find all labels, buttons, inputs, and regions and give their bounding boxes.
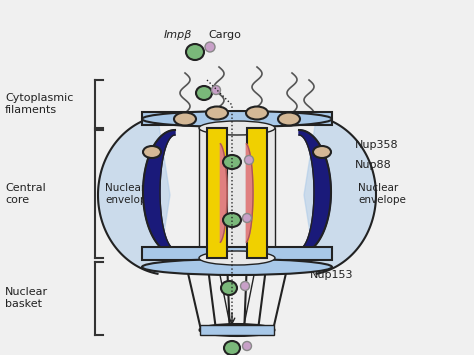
Ellipse shape [221, 281, 237, 295]
Ellipse shape [240, 282, 249, 290]
Ellipse shape [313, 146, 331, 158]
Ellipse shape [278, 113, 300, 126]
Text: Cytoplasmic
filaments: Cytoplasmic filaments [5, 93, 73, 115]
Bar [142, 247, 332, 260]
Text: Nup153: Nup153 [310, 270, 354, 280]
Polygon shape [143, 130, 175, 254]
Bar [247, 128, 267, 258]
Text: Nup358: Nup358 [355, 140, 399, 150]
Text: Nuclear
envelope: Nuclear envelope [358, 183, 406, 205]
Bar [207, 128, 227, 258]
Ellipse shape [243, 213, 252, 223]
Bar [199, 128, 275, 258]
Ellipse shape [142, 111, 332, 127]
Ellipse shape [223, 155, 241, 169]
Ellipse shape [211, 86, 220, 94]
Ellipse shape [199, 251, 275, 265]
Polygon shape [246, 144, 253, 242]
Text: Nuclear
envelope: Nuclear envelope [105, 183, 153, 205]
Ellipse shape [206, 106, 228, 120]
Text: Impβ: Impβ [164, 30, 192, 40]
Ellipse shape [224, 341, 240, 355]
Ellipse shape [142, 259, 332, 275]
Bar [200, 325, 274, 335]
Text: Nup88: Nup88 [355, 160, 392, 170]
Polygon shape [220, 144, 227, 242]
Ellipse shape [243, 342, 252, 350]
Text: Cargo: Cargo [209, 30, 241, 40]
Ellipse shape [196, 86, 212, 100]
Polygon shape [304, 116, 376, 274]
Ellipse shape [245, 155, 254, 164]
Ellipse shape [186, 44, 204, 60]
Polygon shape [98, 116, 170, 274]
Polygon shape [299, 130, 331, 254]
Bar [142, 112, 332, 125]
Ellipse shape [205, 42, 215, 52]
Ellipse shape [143, 146, 161, 158]
Ellipse shape [199, 121, 275, 135]
Ellipse shape [200, 324, 274, 336]
Text: Nuclear
basket: Nuclear basket [5, 287, 48, 309]
Ellipse shape [174, 113, 196, 126]
Ellipse shape [223, 213, 241, 227]
Ellipse shape [246, 106, 268, 120]
Text: Central
core: Central core [5, 183, 46, 205]
Text: Nup62: Nup62 [255, 174, 265, 210]
